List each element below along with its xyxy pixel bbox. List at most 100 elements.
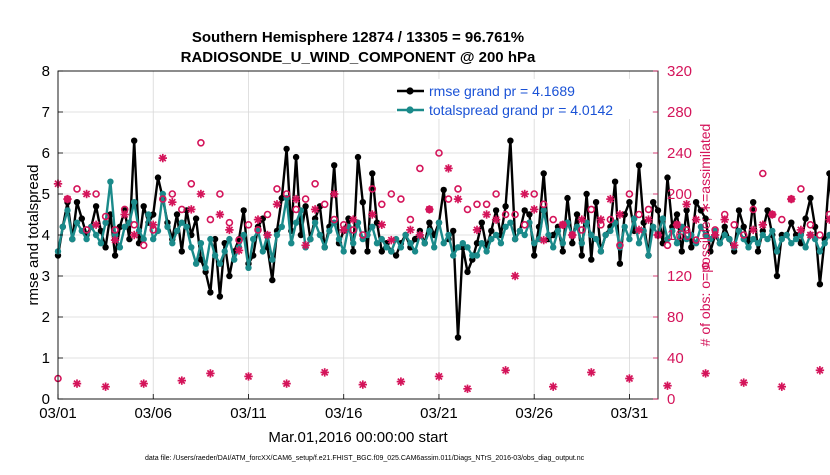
rmse-point [350, 248, 357, 255]
rmse-point [302, 203, 309, 210]
rmse-point [507, 137, 514, 144]
assimilated-obs-point [787, 194, 796, 204]
totalspread-point [354, 219, 362, 226]
rmse-point [78, 215, 86, 222]
totalspread-point [788, 240, 795, 247]
totalspread-point [745, 244, 752, 251]
x-axis-label: Mar.01,2016 00:00:00 start [268, 429, 448, 446]
totalspread-point [750, 235, 757, 243]
possible-obs-point [101, 212, 110, 221]
rmse-point [611, 178, 619, 185]
possible-obs-point [178, 205, 186, 214]
assimilated-obs-point [730, 241, 739, 250]
legend-spread-label: totalspread grand pr = 4.0142 [429, 102, 613, 118]
assimilated-obs-point [463, 384, 472, 393]
rmse-point [502, 203, 509, 210]
totalspread-point [69, 235, 76, 243]
rmse-point [473, 240, 481, 247]
possible-obs-point [587, 205, 596, 214]
totalspread-point [240, 231, 247, 239]
possible-obs-point [644, 205, 653, 214]
totalspread-point [273, 231, 281, 239]
assimilated-obs-point [701, 369, 710, 378]
rmse-point [73, 199, 81, 206]
data-file-footer: data file: /Users/raeder/DAI/ATM_forcXX/… [145, 455, 585, 462]
rmse-point [640, 219, 647, 226]
totalspread-point [764, 235, 771, 243]
rmse-point [802, 215, 809, 222]
assimilated-obs-point [491, 215, 501, 224]
totalspread-point [145, 211, 152, 218]
totalspread-point [278, 223, 285, 230]
totalspread-point [783, 231, 790, 239]
assimilated-obs-point [330, 189, 339, 199]
y-tick-label: 3 [42, 268, 50, 285]
totalspread-point [445, 231, 452, 239]
x-tick-label: 03/21 [420, 405, 458, 422]
assimilated-obs-point [749, 225, 758, 235]
possible-obs-point [111, 226, 119, 234]
totalspread-point [73, 219, 81, 226]
totalspread-point [173, 227, 181, 235]
totalspread-point [716, 240, 724, 247]
rmse-point [816, 281, 824, 288]
assimilated-obs-point [615, 210, 625, 219]
assimilated-obs-point [310, 205, 320, 214]
possible-obs-point [692, 236, 700, 244]
assimilated-obs-point [549, 382, 558, 391]
totalspread-point [802, 244, 809, 251]
totalspread-point [773, 248, 781, 255]
assimilated-obs-point [358, 380, 367, 389]
possible-obs-point [663, 241, 672, 250]
assimilated-obs-point [720, 215, 729, 224]
possible-obs-point [368, 185, 377, 193]
rmse-point [826, 170, 830, 177]
grid [58, 71, 658, 399]
rmse-point [111, 252, 119, 259]
rmse-point [650, 199, 657, 206]
rmse-point [450, 227, 457, 235]
assimilated-obs-point [177, 376, 186, 385]
assimilated-obs-point [339, 225, 348, 235]
totalspread-point [597, 248, 605, 255]
rmse-point [392, 252, 400, 259]
rmse-point [173, 211, 181, 218]
rmse-point [140, 203, 147, 210]
totalspread-point [116, 244, 124, 251]
totalspread-point [459, 240, 466, 247]
rmse-point [588, 256, 595, 263]
totalspread-point [688, 231, 695, 239]
y2-tick-label: 280 [667, 104, 692, 121]
assimilated-obs-point [539, 235, 548, 245]
assimilated-obs-point [120, 210, 129, 219]
totalspread-point [202, 264, 209, 271]
assimilated-obs-point [91, 220, 101, 229]
rmse-point [478, 219, 485, 226]
totalspread-point [702, 231, 709, 239]
rmse-point [226, 272, 233, 280]
y-tick-label: 4 [42, 227, 50, 244]
rmse-point [616, 260, 624, 267]
assimilated-obs-point [558, 220, 567, 229]
rmse-point [131, 137, 138, 144]
totalspread-point [621, 223, 628, 230]
rmse-point [592, 199, 600, 206]
totalspread-point [592, 235, 600, 243]
totalspread-point [492, 231, 500, 239]
rmse-point [526, 211, 533, 218]
rmse-point [621, 211, 628, 218]
totalspread-point [211, 252, 219, 259]
totalspread-point [754, 240, 762, 247]
rmse-point [688, 244, 695, 251]
totalspread-point [440, 240, 447, 247]
possible-obs-point [349, 226, 358, 234]
chart-title-line2: RADIOSONDE_U_WIND_COMPONENT @ 200 hPa [181, 49, 536, 66]
rmse-point [807, 194, 814, 202]
totalspread-point [111, 231, 119, 239]
x-tick-label: 03/31 [611, 405, 649, 422]
assimilated-obs-point [596, 215, 606, 224]
assimilated-obs-point [482, 210, 491, 219]
rmse-point [707, 248, 714, 255]
possible-obs-point [454, 185, 462, 193]
assimilated-obs-point [206, 369, 215, 378]
